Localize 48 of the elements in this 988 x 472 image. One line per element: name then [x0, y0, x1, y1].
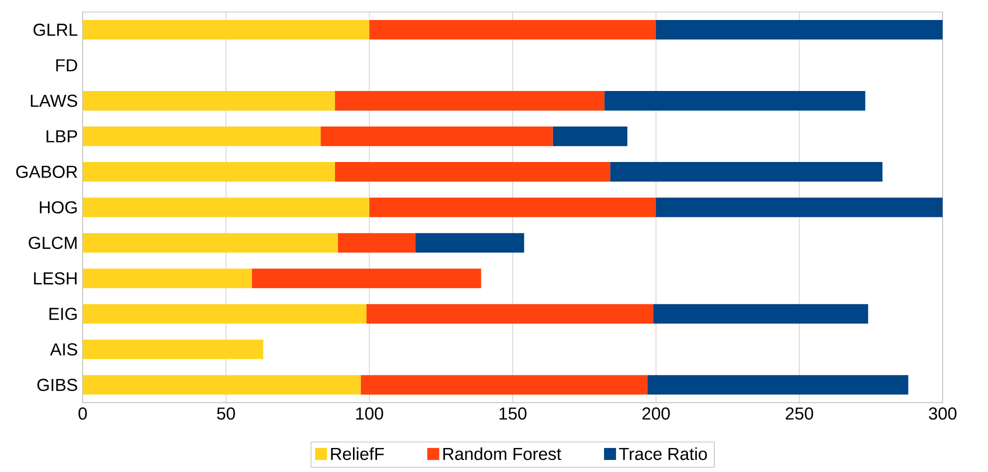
bar [415, 233, 524, 253]
x-tick-label: 300 [928, 407, 956, 420]
bar [82, 233, 338, 253]
x-tick-label: 50 [217, 407, 235, 420]
bar [82, 198, 370, 218]
bar [82, 91, 335, 111]
y-tick-label: GLCM [28, 236, 77, 249]
bar [82, 340, 264, 360]
bar [320, 126, 553, 146]
bar [366, 304, 654, 324]
y-tick-label: GIBS [37, 378, 78, 392]
bar [610, 162, 882, 182]
y-tick-label: EIG [50, 308, 77, 320]
bar [552, 126, 628, 146]
bar [647, 375, 908, 395]
bar [252, 268, 482, 288]
bar [82, 20, 370, 40]
legend-label: ReliefF [331, 447, 384, 460]
x-tick-label: 200 [642, 407, 670, 420]
y-tick-label: LBP [46, 130, 78, 142]
legend-label: Trace Ratio [619, 447, 707, 460]
bar [656, 198, 943, 218]
bar [334, 91, 604, 111]
y-tick-label: GABOR [16, 166, 78, 178]
legend-label: Random Forest [443, 447, 562, 460]
bar [338, 233, 416, 253]
y-tick-label: AIS [50, 343, 78, 356]
bar [82, 375, 361, 395]
y-tick-label: GLRL [34, 24, 78, 36]
x-tick-label: 150 [500, 407, 526, 420]
bar [656, 20, 943, 40]
bar [604, 91, 866, 111]
bar [334, 162, 610, 182]
bar [369, 20, 656, 40]
bar [82, 304, 366, 324]
bar [82, 268, 252, 288]
x-tick-label: 250 [786, 407, 814, 420]
bar [82, 126, 321, 146]
bar [369, 198, 656, 218]
y-tick-label: HOG [40, 201, 77, 214]
y-tick-label: LESH [34, 272, 77, 285]
y-tick-label: FD [56, 59, 78, 72]
x-tick-label: 100 [356, 407, 384, 420]
y-tick-label: LAWS [30, 94, 78, 107]
x-tick-label: 0 [78, 407, 87, 420]
bar [82, 162, 335, 182]
bar [653, 304, 868, 324]
bar [360, 375, 648, 395]
